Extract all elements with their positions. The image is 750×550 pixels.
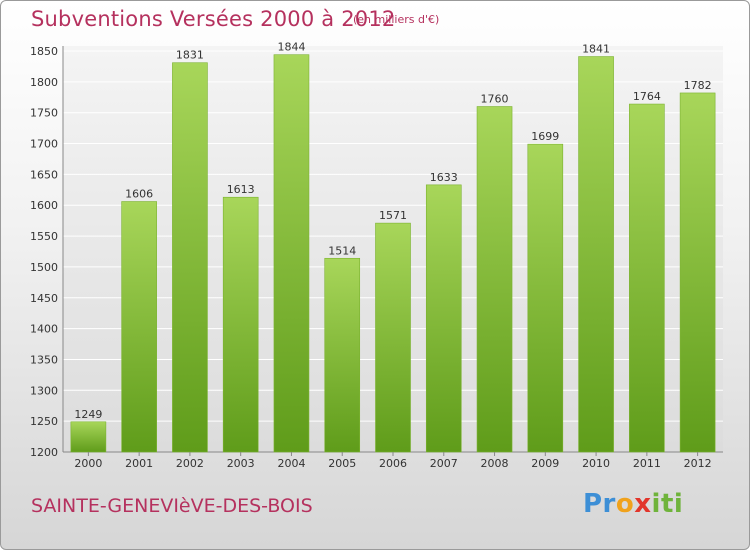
proxiti-logo: Proxiti — [583, 489, 684, 519]
x-tick-label: 2004 — [277, 457, 305, 470]
x-tick-label: 2012 — [684, 457, 712, 470]
x-tick-label: 2006 — [379, 457, 407, 470]
data-label-2001: 1606 — [125, 188, 153, 201]
y-tick-label: 1700 — [30, 138, 58, 151]
bar-2002 — [172, 62, 208, 453]
y-tick-label: 1850 — [30, 45, 58, 58]
bar-2011 — [629, 103, 665, 453]
x-tick-label: 2000 — [74, 457, 102, 470]
x-tick-label: 2011 — [633, 457, 661, 470]
bar-2004 — [273, 54, 310, 453]
bar-2009 — [527, 143, 564, 453]
bar-2005 — [324, 257, 361, 453]
y-axis-labels: 1200 1250 1300 1350 1400 1450 1500 1550 1600 1650… — [30, 45, 58, 459]
y-tick-label: 1300 — [30, 384, 58, 397]
bar-2000 — [70, 421, 107, 453]
y-tick-label: 1350 — [30, 353, 58, 366]
y-tick-label: 1200 — [30, 446, 58, 459]
data-label-2012: 1782 — [684, 79, 712, 92]
bar-2007 — [425, 184, 462, 453]
data-label-2010: 1841 — [582, 43, 610, 56]
y-tick-label: 1450 — [30, 292, 58, 305]
bar-2006 — [375, 222, 411, 453]
data-label-2006: 1571 — [379, 209, 407, 222]
y-tick-label: 1500 — [30, 261, 58, 274]
x-tick-label: 2007 — [430, 457, 458, 470]
bar-2003 — [222, 196, 259, 453]
y-tick-label: 1800 — [30, 76, 58, 89]
x-tick-label: 2005 — [328, 457, 356, 470]
data-label-2007: 1633 — [430, 171, 458, 184]
data-label-2002: 1831 — [176, 49, 204, 62]
bar-2001 — [121, 201, 157, 453]
y-tick-label: 1600 — [30, 199, 58, 212]
x-tick-label: 2002 — [176, 457, 204, 470]
bar-2010 — [578, 56, 614, 453]
bar-2008 — [476, 106, 513, 453]
chart-subtitle: (en milliers d'€) — [353, 13, 440, 26]
x-tick-label: 2001 — [125, 457, 153, 470]
data-label-2003: 1613 — [227, 183, 255, 196]
bar-2012 — [679, 92, 716, 453]
x-tick-label: 2003 — [227, 457, 255, 470]
x-tick-label: 2010 — [582, 457, 610, 470]
y-tick-label: 1250 — [30, 415, 58, 428]
data-label-2011: 1764 — [633, 90, 661, 103]
bars-group: 1249 1606 1831 1613 1844 1514 1571 1633 1760 1699… — [70, 41, 716, 453]
data-label-2008: 1760 — [481, 93, 509, 106]
x-tick-label: 2008 — [481, 457, 509, 470]
y-tick-label: 1400 — [30, 323, 58, 336]
data-label-2005: 1514 — [328, 244, 356, 257]
data-label-2004: 1844 — [277, 41, 305, 54]
x-tick-label: 2009 — [531, 457, 559, 470]
x-axis-labels: 2000 2001 2002 2003 2004 2005 2006 2007 2008 2009… — [74, 452, 712, 470]
y-tick-label: 1650 — [30, 168, 58, 181]
y-tick-label: 1550 — [30, 230, 58, 243]
chart-title: Subventions Versées 2000 à 2012 — [31, 7, 396, 31]
y-tick-label: 1750 — [30, 107, 58, 120]
data-label-2000: 1249 — [74, 408, 102, 421]
commune-name: SAINTE-GENEVIèVE-DES-BOIS — [31, 495, 313, 517]
data-label-2009: 1699 — [531, 130, 559, 143]
